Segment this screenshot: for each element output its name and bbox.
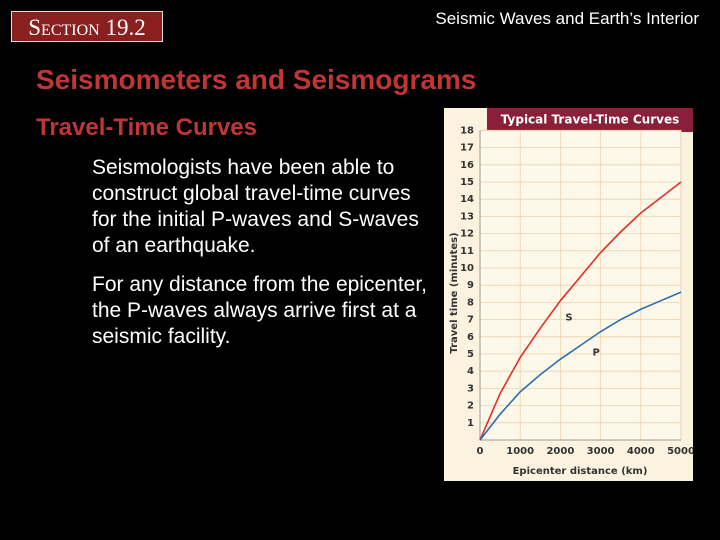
chart-title: Typical Travel-Time Curves [501, 113, 679, 127]
y-tick-label: 15 [460, 177, 474, 188]
series-line [479, 181, 682, 441]
y-tick-label: 12 [460, 229, 474, 240]
y-tick-label: 9 [467, 280, 474, 291]
x-axis-label: Epicenter distance (km) [513, 466, 648, 477]
x-tick-label: 5000 [667, 446, 693, 457]
section-badge: Section 19.2 [11, 11, 163, 42]
y-tick-label: 3 [467, 383, 474, 394]
x-tick-label: 2000 [546, 446, 574, 457]
series-label: S [565, 313, 572, 324]
x-tick-label: 3000 [587, 446, 615, 457]
bullet: Seismologists have been able to construc… [92, 156, 419, 257]
series-label: P [593, 347, 600, 358]
y-tick-label: 7 [467, 315, 474, 326]
x-tick-label: 0 [477, 446, 484, 457]
y-tick-label: 17 [460, 143, 474, 154]
y-axis-label: Travel time (minutes) [449, 232, 460, 353]
y-tick-label: 18 [460, 125, 474, 136]
y-tick-label: 1 [467, 418, 474, 429]
y-tick-label: 11 [460, 246, 474, 257]
heading: Seismometers and Seismograms [36, 64, 477, 95]
y-tick-label: 5 [467, 349, 474, 360]
chart: Typical Travel-Time Curves Travel time (… [444, 108, 693, 481]
y-tick-label: 4 [467, 366, 474, 377]
bullet: For any distance from the epicenter, the… [92, 273, 428, 348]
chart-title-bar [487, 108, 693, 132]
y-tick-label: 16 [460, 160, 474, 171]
y-tick-label: 10 [460, 263, 474, 274]
y-tick-label: 14 [460, 194, 474, 205]
series-line [479, 291, 682, 441]
subheading: Travel-Time Curves [36, 114, 258, 141]
y-tick-label: 8 [467, 297, 474, 308]
y-tick-label: 13 [460, 211, 474, 222]
x-tick-label: 4000 [627, 446, 655, 457]
y-tick-label: 2 [467, 401, 474, 412]
x-tick-label: 1000 [506, 446, 534, 457]
y-tick-label: 6 [467, 332, 474, 343]
slide-topic: Seismic Waves and Earth’s Interior [435, 9, 699, 28]
